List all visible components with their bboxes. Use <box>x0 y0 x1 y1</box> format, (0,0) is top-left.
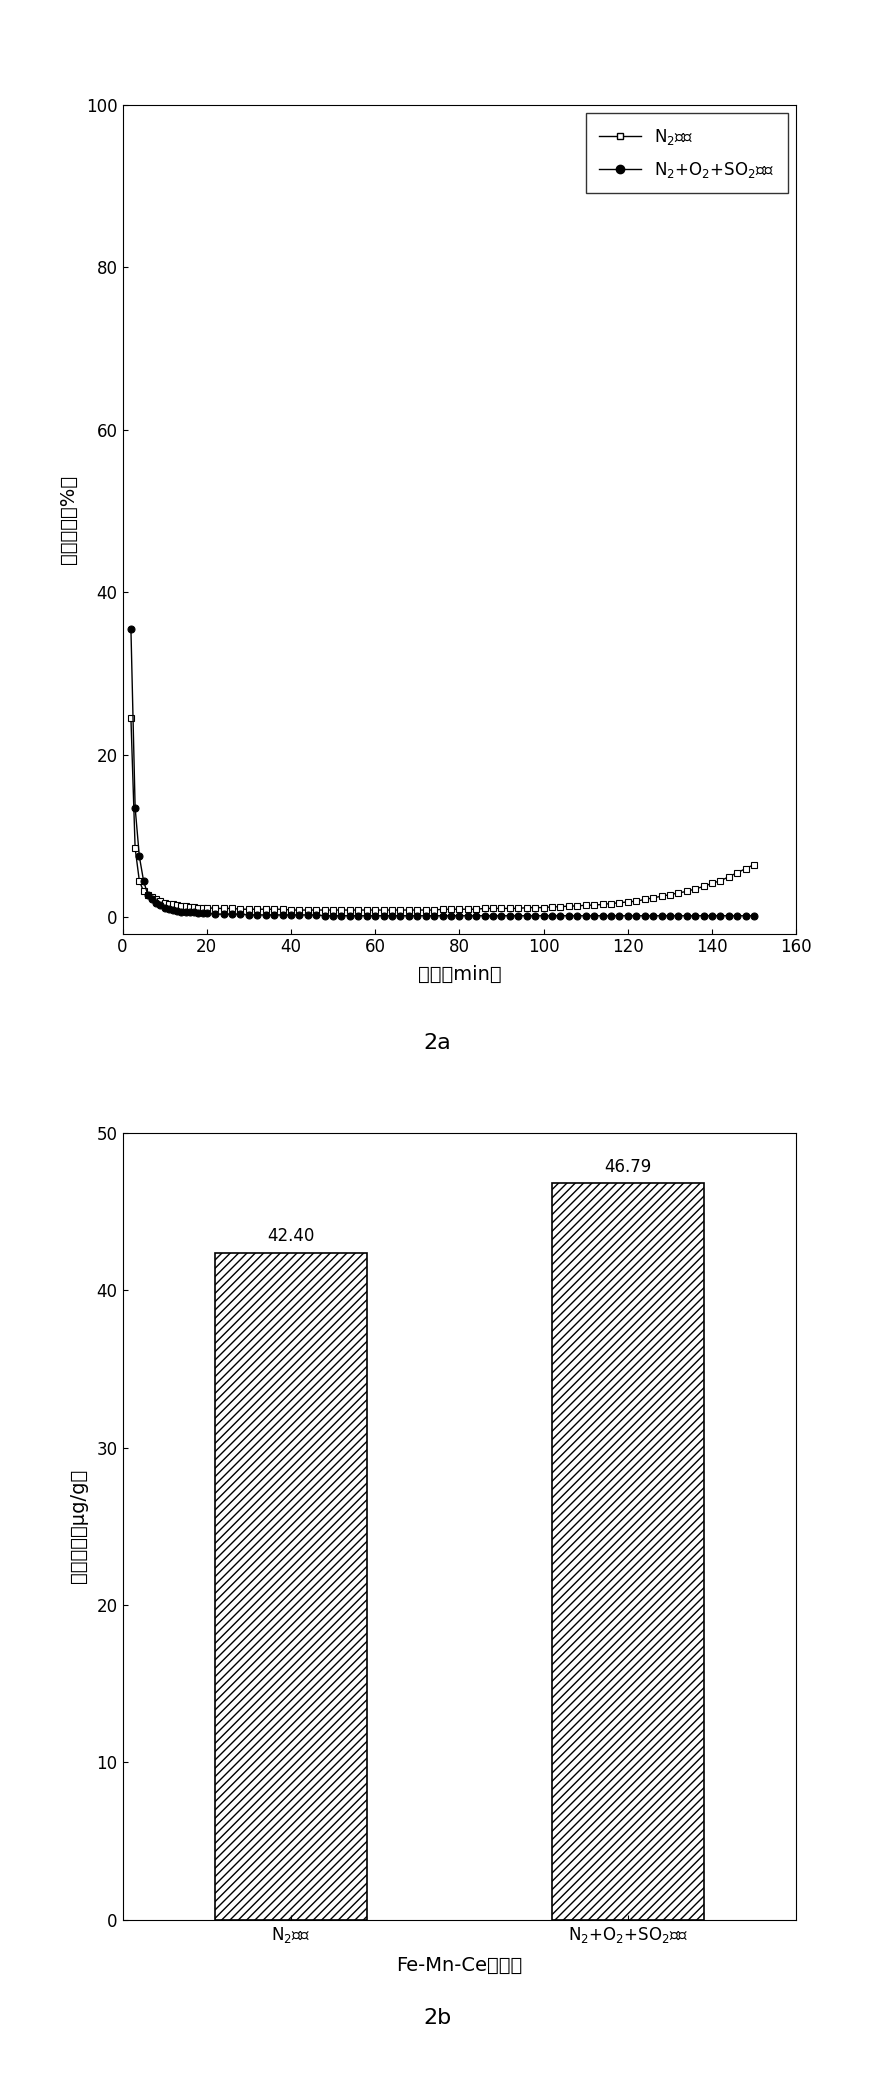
Legend: N$_2$氛围, N$_2$+O$_2$+SO$_2$氛围: N$_2$氛围, N$_2$+O$_2$+SO$_2$氛围 <box>586 113 788 193</box>
Bar <box>215 1253 367 1920</box>
Text: 2a: 2a <box>424 1032 452 1053</box>
X-axis label: Fe-Mn-Ce吸附剂: Fe-Mn-Ce吸附剂 <box>396 1955 522 1974</box>
Bar <box>552 1183 704 1920</box>
Y-axis label: 汞吸附量（μg/g）: 汞吸附量（μg/g） <box>69 1469 88 1584</box>
Text: 42.40: 42.40 <box>267 1227 315 1244</box>
Text: 46.79: 46.79 <box>604 1158 651 1175</box>
Y-axis label: 汞穿透率（%）: 汞穿透率（%） <box>59 474 78 564</box>
Text: 2b: 2b <box>424 2008 452 2029</box>
X-axis label: 时间（min）: 时间（min） <box>417 965 501 984</box>
